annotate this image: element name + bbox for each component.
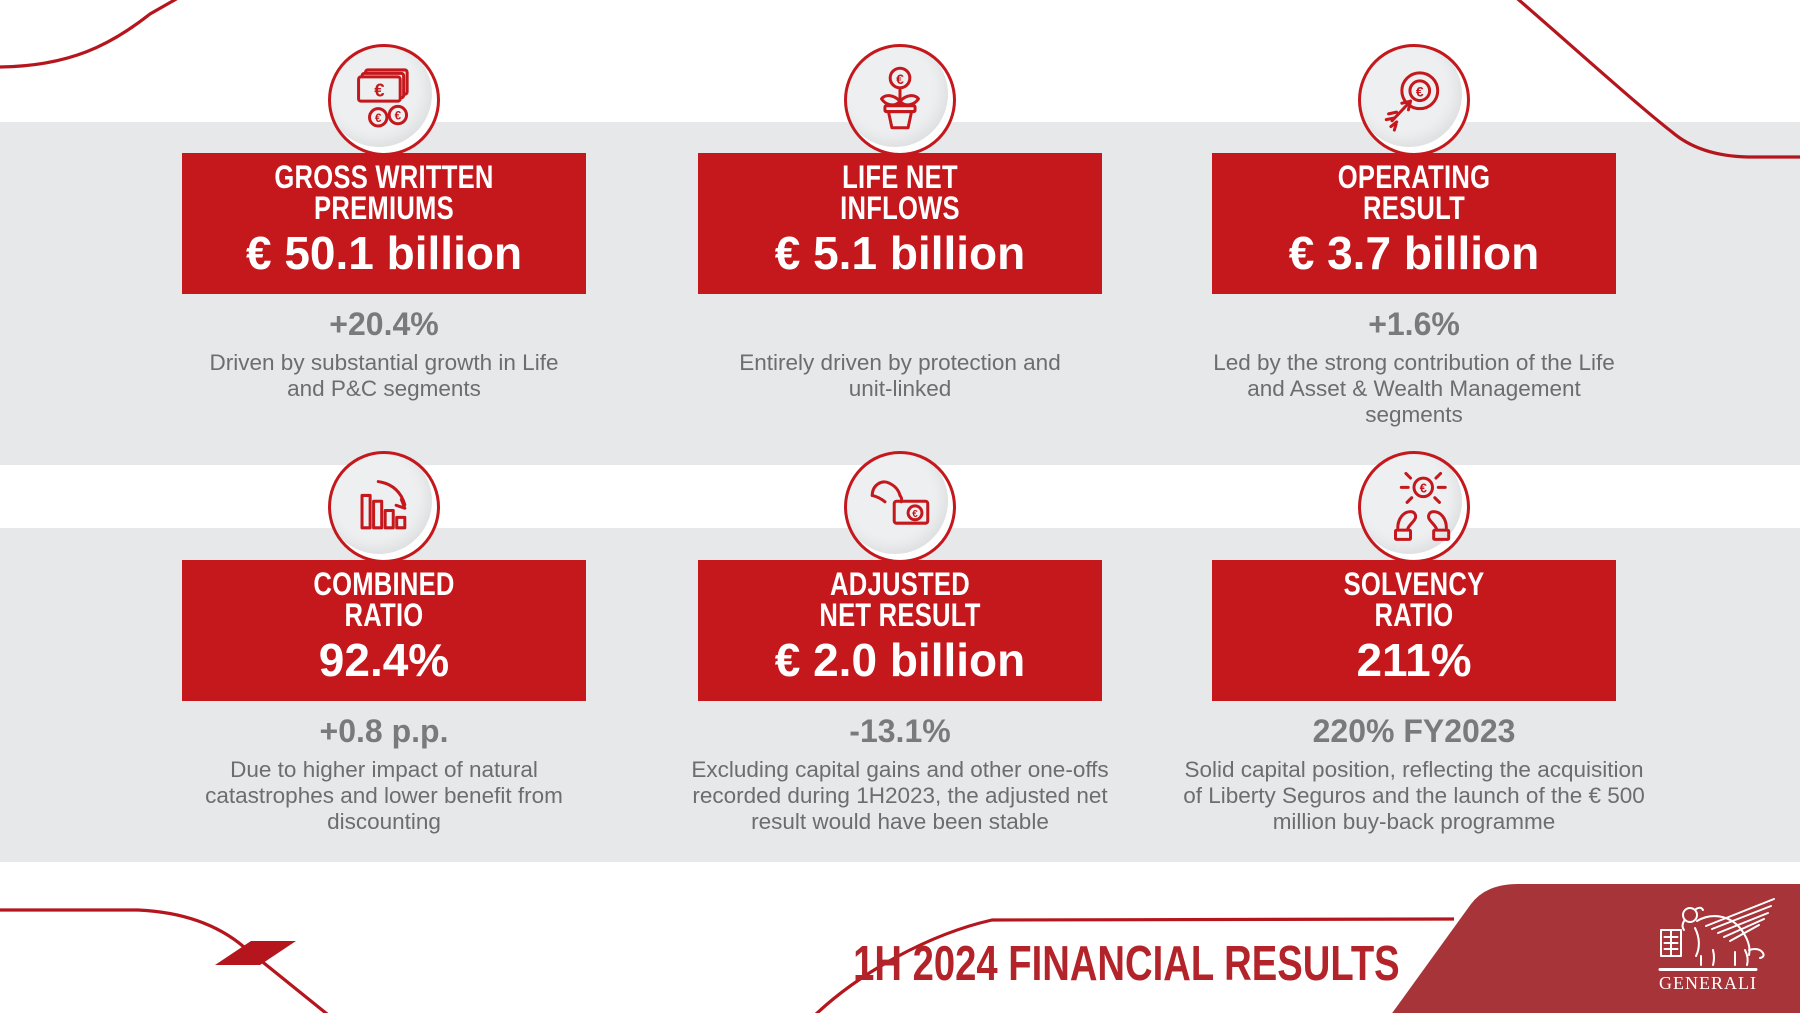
- metric-value: € 2.0 billion: [774, 634, 1026, 686]
- metric-title: OPERATING RESULT: [1337, 159, 1491, 226]
- card-adjusted-net-result: € ADJUSTED NET RESULT € 2.0 billion -13.…: [640, 451, 1160, 851]
- page-title: 1H 2024 FINANCIAL RESULTS: [853, 937, 1400, 991]
- metric-value: € 3.7 billion: [1288, 227, 1540, 279]
- metric-change: +0.8 p.p.: [319, 713, 449, 749]
- metric-description: Due to higher impact of natural catastro…: [205, 757, 563, 834]
- hands-coin-icon: €: [1358, 451, 1470, 563]
- metric-value: € 50.1 billion: [245, 227, 523, 279]
- target-arrow-icon: €: [1358, 44, 1470, 156]
- svg-text:€: €: [395, 111, 402, 123]
- metric-block: LIFE NET INFLOWS € 5.1 billion: [698, 153, 1102, 294]
- metric-block: ADJUSTED NET RESULT € 2.0 billion: [698, 560, 1102, 701]
- metric-description: Entirely driven by protection and unit-l…: [739, 350, 1061, 401]
- svg-text:€: €: [375, 113, 382, 125]
- metric-title: LIFE NET INFLOWS: [840, 159, 960, 226]
- metric-value: 211%: [1356, 634, 1472, 686]
- metric-description: Driven by substantial growth in Life and…: [209, 350, 559, 401]
- metric-title: GROSS WRITTEN PREMIUMS: [274, 159, 494, 226]
- money-plant-icon: €: [844, 44, 956, 156]
- banknotes-icon: € € €: [328, 44, 440, 156]
- card-combined-ratio: COMBINED RATIO 92.4% +0.8 p.p. Due to hi…: [124, 451, 644, 851]
- card-gross-written-premiums: € € € GROSS WRITTEN PREMIUMS € 50.1 bill…: [124, 44, 644, 444]
- metric-description: Led by the strong contribution of the Li…: [1213, 350, 1615, 427]
- metric-title: COMBINED RATIO: [313, 566, 455, 633]
- metric-block: OPERATING RESULT € 3.7 billion: [1212, 153, 1616, 294]
- generali-lion-icon: [1658, 898, 1775, 971]
- bottom-left-parallelogram: [215, 941, 296, 965]
- metric-title: SOLVENCY RATIO: [1343, 566, 1485, 633]
- metric-value: € 5.1 billion: [774, 227, 1026, 279]
- metric-change: 220% FY2023: [1312, 713, 1516, 749]
- hand-banknote-icon: €: [844, 451, 956, 563]
- card-life-net-inflows: € LIFE NET INFLOWS € 5.1 billion Entirel…: [640, 44, 1160, 444]
- metric-title: ADJUSTED NET RESULT: [819, 566, 981, 633]
- svg-text:€: €: [912, 509, 918, 520]
- card-solvency-ratio: € SOLVENCY RATIO 211% 220% FY2023 Solid …: [1154, 451, 1674, 851]
- metric-change: [640, 306, 1160, 348]
- metric-description: Solid capital position, reflecting the a…: [1183, 757, 1645, 834]
- bottom-left-line: [0, 908, 329, 1013]
- svg-text:€: €: [1416, 84, 1424, 100]
- metric-description: Excluding capital gains and other one-of…: [691, 757, 1109, 834]
- metric-block: COMBINED RATIO 92.4%: [182, 560, 586, 701]
- svg-text:€: €: [374, 80, 384, 101]
- svg-text:€: €: [896, 71, 904, 87]
- card-operating-result: € OPERATING RESULT € 3.7 billion +1.6% L…: [1154, 44, 1674, 444]
- metric-change: -13.1%: [849, 713, 951, 749]
- generali-wordmark: GENERALI: [1659, 973, 1757, 993]
- metric-block: SOLVENCY RATIO 211%: [1212, 560, 1616, 701]
- metric-change: +20.4%: [329, 306, 439, 342]
- metric-block: GROSS WRITTEN PREMIUMS € 50.1 billion: [182, 153, 586, 294]
- metric-change: +1.6%: [1368, 306, 1460, 342]
- declining-bars-icon: [328, 451, 440, 563]
- metric-value: 92.4%: [318, 634, 450, 686]
- svg-text:€: €: [1420, 481, 1427, 496]
